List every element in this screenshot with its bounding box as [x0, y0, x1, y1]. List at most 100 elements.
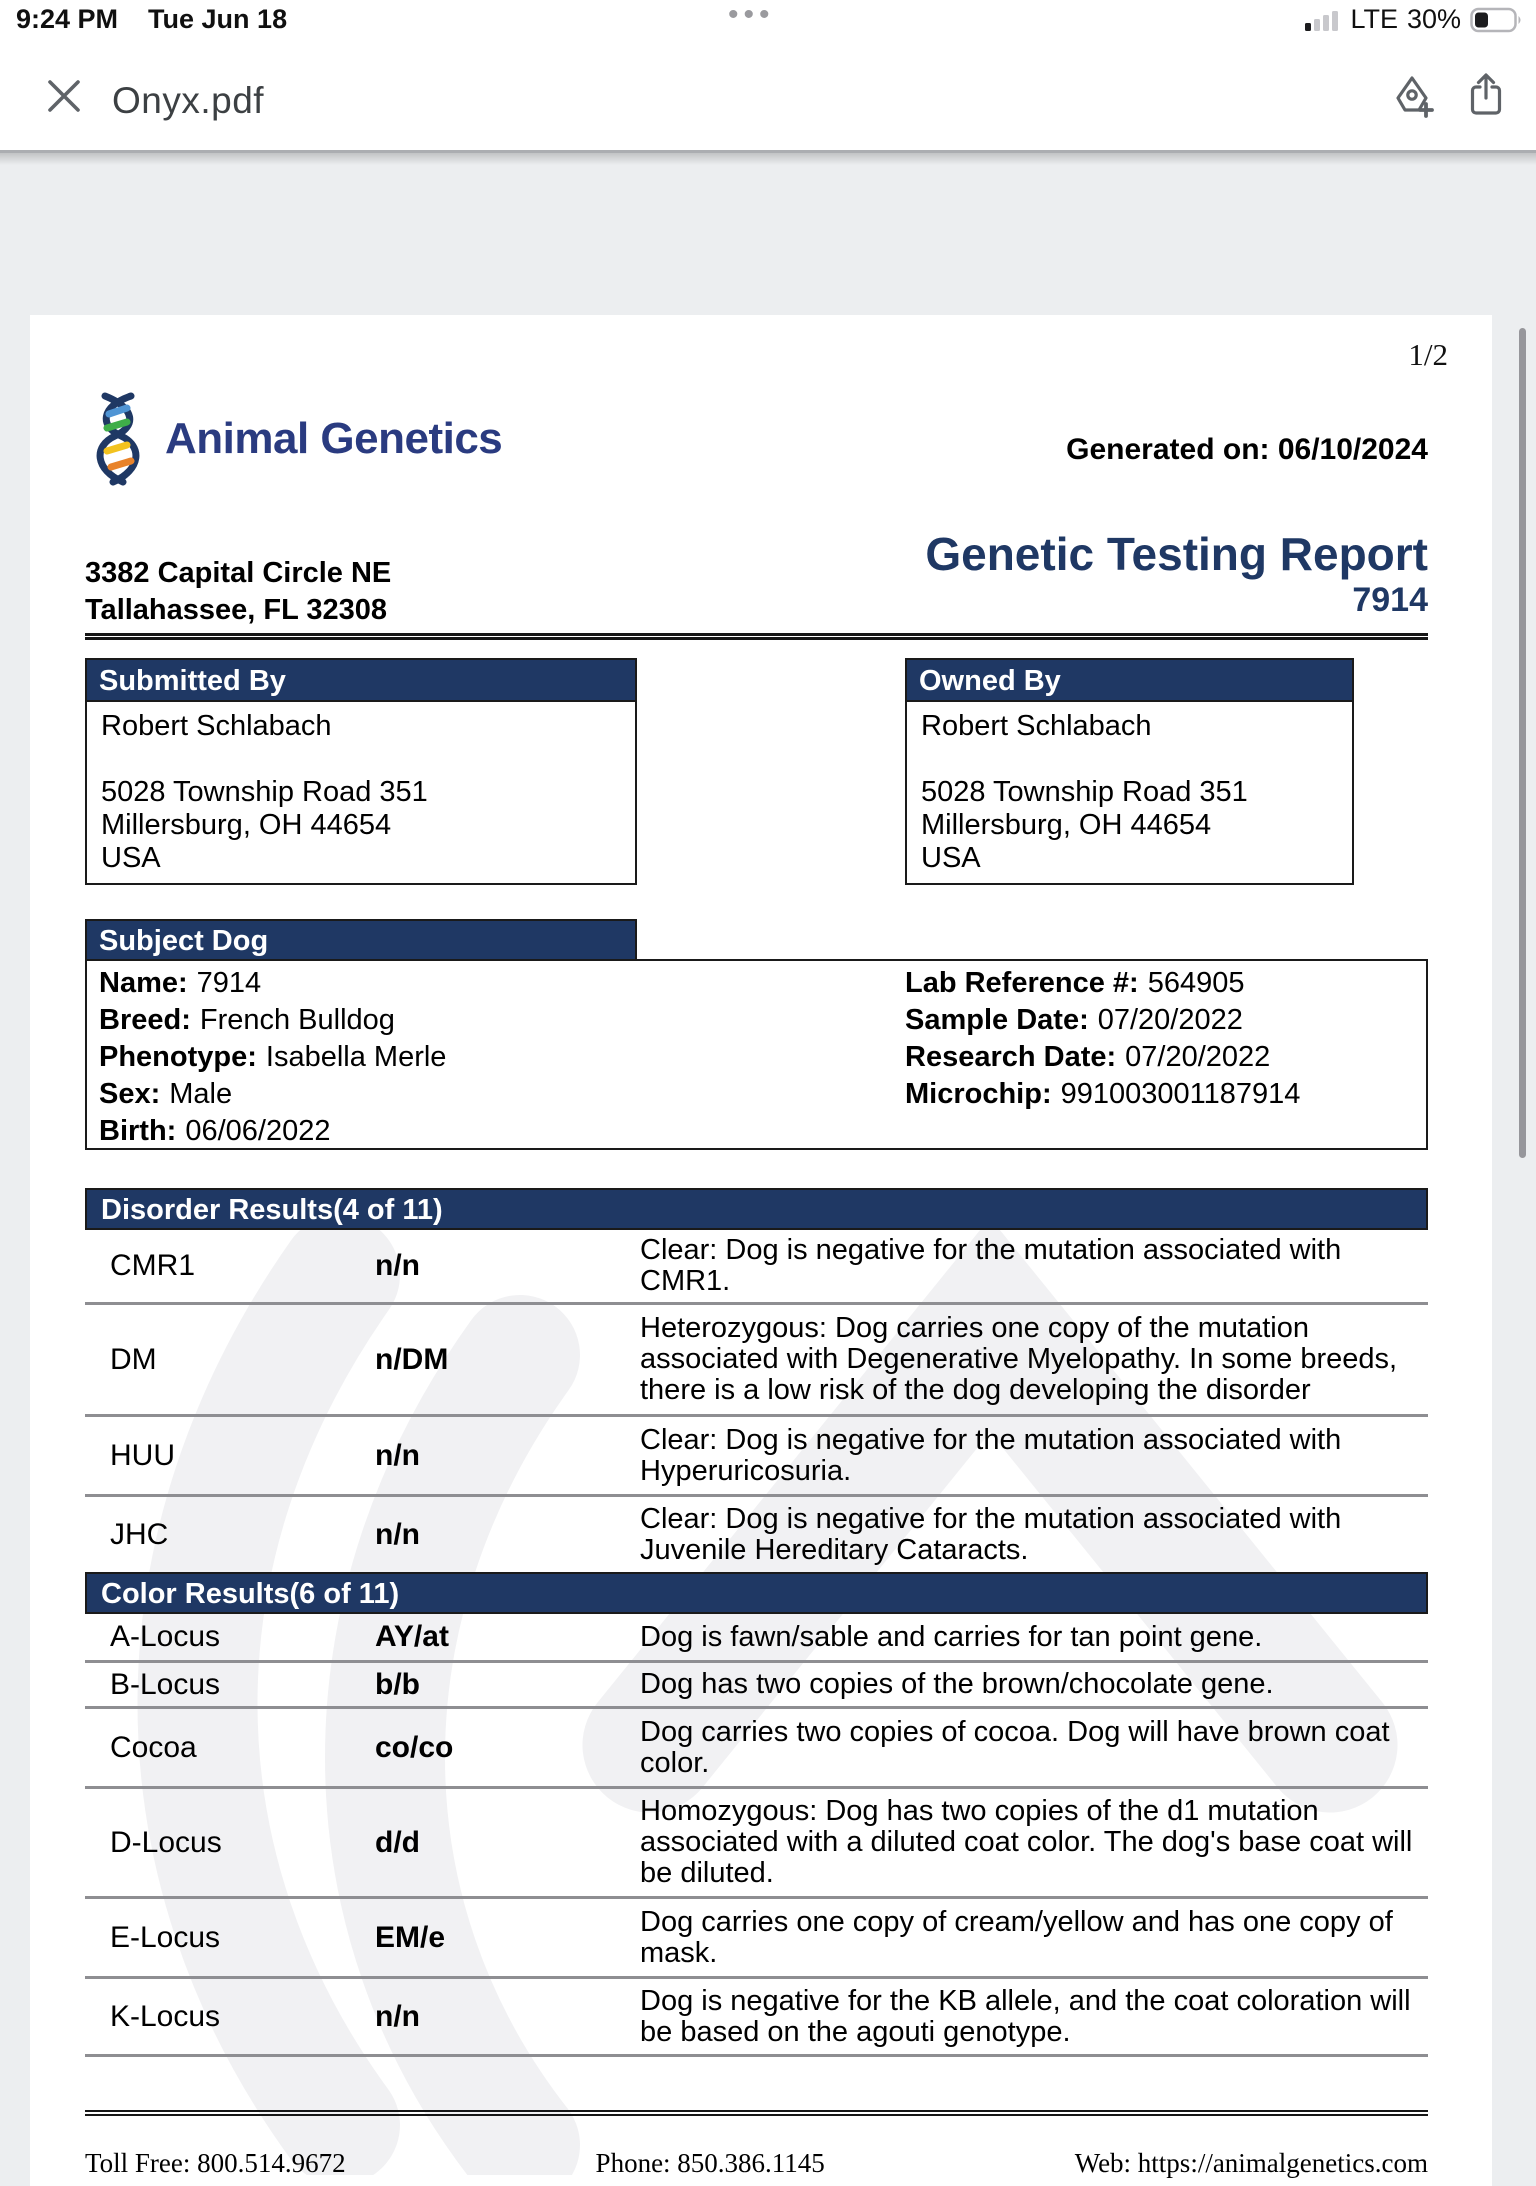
- table-row: Cocoa co/co Dog carries two copies of co…: [85, 1709, 1428, 1789]
- genotype-cell: co/co: [375, 1730, 454, 1764]
- genotype-cell: b/b: [375, 1667, 420, 1701]
- battery-percent-label: 30%: [1406, 4, 1461, 34]
- gene-cell: HUU: [110, 1438, 175, 1472]
- subject-dog-left-column: Name: 7914 Breed: French Bulldog Phenotype…: [99, 965, 446, 1150]
- genotype-cell: n/n: [375, 1249, 420, 1282]
- table-row: JHC n/n Clear: Dog is negative for the m…: [85, 1497, 1428, 1572]
- footer-divider: [85, 2110, 1428, 2116]
- pdf-scroll-area[interactable]: 1/2 Animal Genetics Generated on: 06/10/…: [0, 150, 1536, 2186]
- gene-cell: DM: [110, 1342, 157, 1376]
- header-divider: [85, 633, 1428, 640]
- subject-field: Breed: French Bulldog: [99, 1004, 395, 1036]
- table-row: A-Locus AY/at Dog is fawn/sable and carr…: [85, 1614, 1428, 1663]
- table-row: CMR1 n/n Clear: Dog is negative for the …: [85, 1230, 1428, 1305]
- disorder-results-header: Disorder Results(4 of 11): [85, 1188, 1428, 1230]
- gene-cell: K-Locus: [110, 1999, 221, 2033]
- subject-field: Sex: Male: [99, 1078, 233, 1110]
- table-row: B-Locus b/b Dog has two copies of the br…: [85, 1663, 1428, 1709]
- owned-by-name: Robert Schlabach: [921, 710, 1152, 742]
- genotype-cell: d/d: [375, 1825, 420, 1859]
- owned-by-address-line: USA: [921, 842, 981, 874]
- subject-field: Birth: 06/06/2022: [99, 1115, 331, 1147]
- share-icon[interactable]: [1462, 70, 1510, 118]
- cellular-signal-icon: [1305, 10, 1339, 31]
- generated-on-label: Generated on: 06/10/2024: [1066, 433, 1428, 466]
- table-row: D-Locus d/d Homozygous: Dog has two copi…: [85, 1789, 1428, 1899]
- subject-field: Research Date: 07/20/2022: [905, 1041, 1271, 1073]
- table-row: E-Locus EM/e Dog carries one copy of cre…: [85, 1899, 1428, 1979]
- footer-phone: Phone: 850.386.1145: [595, 2148, 825, 2178]
- results-tables: Disorder Results(4 of 11) CMR1 n/n Clear…: [85, 1188, 1428, 2057]
- subject-dog-box: Name: 7914 Breed: French Bulldog Phenotype…: [85, 959, 1428, 1150]
- submitted-by-address-line: 5028 Township Road 351: [101, 776, 428, 808]
- gene-cell: D-Locus: [110, 1825, 222, 1859]
- battery-icon: [1470, 7, 1521, 32]
- genotype-cell: n/n: [375, 1517, 420, 1551]
- pdf-viewer-toolbar: Onyx.pdf: [0, 40, 1536, 153]
- gene-cell: A-Locus: [110, 1620, 221, 1653]
- gene-cell: JHC: [110, 1517, 169, 1551]
- lab-address: 3382 Capital Circle NE Tallahassee, FL 3…: [85, 555, 391, 629]
- description-cell: Clear: Dog is negative for the mutation …: [640, 1423, 1342, 1487]
- scrollbar-thumb[interactable]: [1519, 328, 1526, 1158]
- description-cell: Dog is negative for the KB allele, and t…: [640, 1984, 1411, 2048]
- subject-dog-right-column: Lab Reference #: 564905 Sample Date: 07/20…: [905, 965, 1300, 1113]
- description-cell: Dog is fawn/sable and carries for tan po…: [640, 1620, 1263, 1653]
- genotype-cell: EM/e: [375, 1920, 446, 1954]
- submitted-by-header: Submitted By: [87, 660, 635, 702]
- page-footer: Toll Free: 800.514.9672 Phone: 850.386.1…: [85, 2148, 1428, 2179]
- toolbar-shadow: [0, 153, 1536, 165]
- genotype-cell: n/n: [375, 1999, 420, 2033]
- owned-by-header: Owned By: [907, 660, 1352, 702]
- description-cell: Heterozygous: Dog carries one copy of th…: [640, 1312, 1398, 1406]
- gene-cell: B-Locus: [110, 1667, 221, 1701]
- submitted-by-address-line: USA: [101, 842, 161, 874]
- description-cell: Clear: Dog is negative for the mutation …: [640, 1234, 1342, 1297]
- owned-by-address-line: Millersburg, OH 44654: [921, 809, 1212, 841]
- subject-field: Sample Date: 07/20/2022: [905, 1004, 1243, 1036]
- lab-address-line1: 3382 Capital Circle NE: [85, 557, 392, 589]
- brand-name: Animal Genetics: [165, 414, 503, 463]
- subject-dog-header: Subject Dog: [85, 919, 637, 961]
- genotype-cell: AY/at: [375, 1620, 449, 1653]
- subject-field: Phenotype: Isabella Merle: [99, 1041, 447, 1073]
- close-icon[interactable]: [42, 74, 86, 118]
- footer-toll-free: Toll Free: 800.514.9672: [85, 2148, 346, 2178]
- description-cell: Dog carries two copies of cocoa. Dog wil…: [640, 1715, 1390, 1779]
- gene-cell: Cocoa: [110, 1730, 197, 1764]
- gene-cell: CMR1: [110, 1249, 196, 1282]
- multitask-dots-icon: •••: [728, 0, 775, 31]
- submitted-by-box: Submitted By Robert Schlabach 5028 Towns…: [85, 658, 637, 885]
- subject-field: Name: 7914: [99, 967, 262, 999]
- document-title: Onyx.pdf: [112, 80, 265, 121]
- owned-by-address-line: 5028 Township Road 351: [921, 776, 1248, 808]
- page-indicator: 1/2: [1408, 337, 1448, 372]
- subject-field: Lab Reference #: 564905: [905, 967, 1245, 999]
- description-cell: Dog carries one copy of cream/yellow and…: [640, 1905, 1393, 1969]
- genotype-cell: n/DM: [375, 1342, 449, 1376]
- table-row: DM n/DM Heterozygous: Dog carries one co…: [85, 1305, 1428, 1417]
- brand-logo: Animal Genetics: [85, 391, 503, 487]
- lab-address-line2: Tallahassee, FL 32308: [85, 594, 388, 626]
- report-title: Genetic Testing Report: [925, 528, 1428, 580]
- description-cell: Clear: Dog is negative for the mutation …: [640, 1502, 1342, 1566]
- gene-cell: E-Locus: [110, 1920, 221, 1954]
- footer-web: Web: https://animalgenetics.com: [1074, 2148, 1428, 2178]
- spacer: [921, 743, 1338, 776]
- pdf-page: 1/2 Animal Genetics Generated on: 06/10/…: [30, 315, 1492, 2186]
- owned-by-box: Owned By Robert Schlabach 5028 Township …: [905, 658, 1354, 885]
- date-label: Tue Jun 18: [148, 4, 288, 34]
- table-row: K-Locus n/n Dog is negative for the KB a…: [85, 1979, 1428, 2057]
- clock-label: 9:24 PM: [16, 4, 119, 34]
- report-number: 7914: [1352, 581, 1428, 619]
- subject-field: Microchip: 991003001187914: [905, 1078, 1301, 1110]
- color-results-header: Color Results(6 of 11): [85, 1572, 1428, 1614]
- spacer: [101, 743, 621, 776]
- status-bar: 9:24 PM Tue Jun 18 ••• LTE 30%: [0, 0, 1536, 40]
- dna-helix-icon: [96, 392, 140, 486]
- markup-annotate-icon[interactable]: [1388, 72, 1436, 120]
- submitted-by-name: Robert Schlabach: [101, 710, 332, 742]
- table-row: HUU n/n Clear: Dog is negative for the m…: [85, 1417, 1428, 1497]
- report-heading: Genetic Testing Report 7914: [925, 529, 1428, 620]
- description-cell: Dog has two copies of the brown/chocolat…: [640, 1668, 1274, 1700]
